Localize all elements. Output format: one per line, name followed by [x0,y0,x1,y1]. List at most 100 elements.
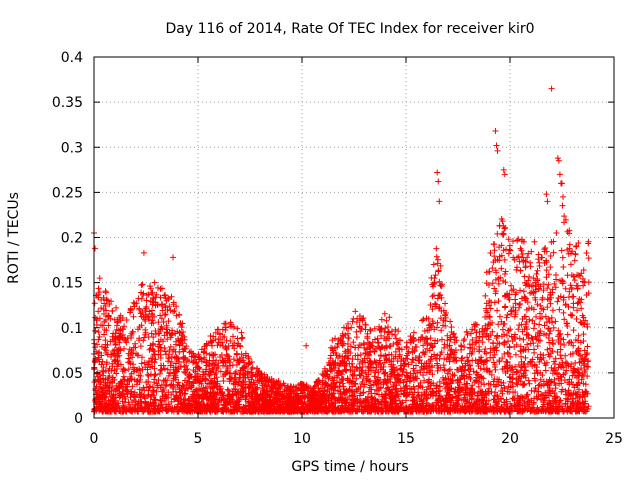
data-point [167,362,174,369]
data-point [267,386,274,393]
data-point [482,292,489,299]
data-point [211,361,218,368]
data-point [364,333,371,340]
data-point [525,395,532,402]
data-point [373,359,380,366]
data-point [487,319,494,326]
data-point [401,384,408,391]
data-point [285,392,292,399]
data-point [162,348,169,355]
data-point [390,340,397,347]
data-point [576,359,583,366]
data-point [178,324,185,331]
data-point [561,213,568,220]
data-point [496,244,503,251]
data-point [329,357,336,364]
data-point [562,285,569,292]
data-point [539,294,546,301]
data-point [465,357,472,364]
data-point [332,396,339,403]
data-point [583,249,590,256]
data-point [577,272,584,279]
data-point [313,394,320,401]
data-point [512,296,519,303]
data-point [178,401,185,408]
data-point [157,336,164,343]
data-point [433,253,440,260]
data-point [461,344,468,351]
data-point [443,381,450,388]
data-point [570,327,577,334]
data-point [103,384,110,391]
data-point [464,354,471,361]
data-point [575,386,582,393]
data-point [397,362,404,369]
data-point [464,398,471,405]
data-point [504,290,511,297]
data-point [472,321,479,328]
data-point [399,368,406,375]
data-point [118,378,125,385]
data-point [155,376,162,383]
data-point [249,364,256,371]
data-point [441,367,448,374]
data-point [554,298,561,305]
data-point [245,398,252,405]
data-point [388,389,395,396]
data-point [549,319,556,326]
data-point [483,280,490,287]
data-point [116,352,123,359]
data-point [157,326,164,333]
data-point [212,370,219,377]
data-point [171,369,178,376]
data-point [186,358,193,365]
data-point [177,330,184,337]
data-point [121,376,128,383]
data-point [111,367,118,374]
data-point [526,273,533,280]
data-point [173,303,180,310]
data-point [576,400,583,407]
data-point [567,261,574,268]
data-point [494,307,501,314]
data-point [431,340,438,347]
data-point [224,393,231,400]
data-point [238,329,245,336]
data-point [124,383,131,390]
data-point [98,352,105,359]
data-point [558,355,565,362]
data-point [579,389,586,396]
data-point [567,282,574,289]
data-point [562,388,569,395]
data-point [564,331,571,338]
data-point [117,317,124,324]
data-point [92,387,99,394]
data-point [513,369,520,376]
data-point [357,351,364,358]
data-point [220,394,227,401]
data-point [548,364,555,371]
data-point [507,406,514,413]
data-point [544,382,551,389]
data-point [172,366,179,373]
data-point [501,331,508,338]
data-point [151,365,158,372]
data-point [440,397,447,404]
data-point [103,327,110,334]
data-point [330,347,337,354]
data-point [522,258,529,265]
data-point [496,358,503,365]
data-point [573,316,580,323]
data-point [499,390,506,397]
data-point [549,397,556,404]
data-point [196,366,203,373]
data-point [492,276,499,283]
data-point [523,392,530,399]
data-point [434,319,441,326]
data-point [127,360,134,367]
data-point [493,333,500,340]
data-point [390,381,397,388]
data-point [103,361,110,368]
data-point [127,305,134,312]
data-point [365,399,372,406]
